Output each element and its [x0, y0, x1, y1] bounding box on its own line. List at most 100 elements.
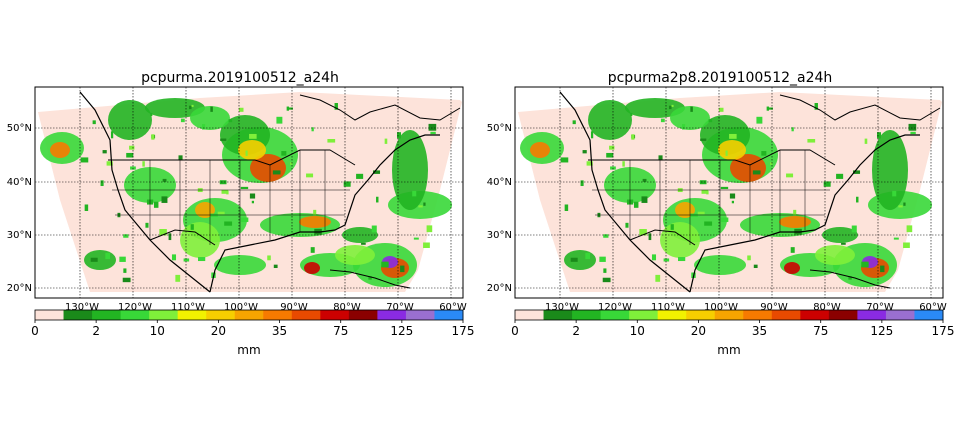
precip-cell: [851, 225, 857, 233]
precip-cell: [721, 217, 729, 222]
precip-cell: [580, 180, 584, 187]
colorbar-tick-label: 20: [211, 324, 226, 338]
precip-cell: [273, 264, 278, 269]
precip-cell: [306, 173, 314, 178]
precip-area: [588, 100, 632, 140]
precip-cell: [217, 211, 225, 215]
precip-cell: [906, 225, 913, 233]
precip-cell: [153, 201, 159, 208]
colorbar-tick-label: 10: [150, 324, 165, 338]
precip-cell: [361, 242, 366, 245]
colorbar-segment: [206, 310, 236, 320]
precip-cell: [853, 170, 861, 174]
precip-cell: [423, 202, 426, 206]
colorbar-segment: [515, 310, 545, 320]
precip-cell: [725, 150, 728, 156]
colorbar-frame: [514, 309, 944, 321]
precip-cell: [903, 242, 910, 248]
lat-tick-label: 30°N: [487, 230, 512, 241]
precip-area: [530, 142, 550, 158]
precip-area: [238, 140, 266, 160]
precip-cell: [428, 123, 437, 131]
colorbar-segment: [234, 310, 264, 320]
colorbar-tick-label: 0: [31, 324, 39, 338]
precip-cell: [168, 233, 172, 241]
precip-cell: [162, 178, 167, 182]
colorbar-tick-label: 75: [813, 324, 828, 338]
precip-cell: [210, 106, 213, 112]
precip-cell: [161, 196, 168, 203]
lon-tick-label: 110°W: [171, 302, 205, 313]
colorbar-tick-label: 2: [572, 324, 580, 338]
precip-area: [670, 106, 710, 130]
precip-cell: [690, 106, 693, 112]
lon-tick-label: 60°W: [919, 302, 947, 313]
colorbar-segment: [92, 310, 122, 320]
lat-tick-label: 20°N: [487, 283, 512, 294]
precip-cell: [699, 180, 707, 185]
colorbar-tick-label: 125: [870, 324, 893, 338]
colorbar-segment: [686, 310, 716, 320]
colorbar-segment: [743, 310, 773, 320]
precip-area: [694, 255, 746, 275]
precip-cell: [371, 225, 377, 233]
precip-cell: [129, 145, 135, 150]
colorbar-segment: [263, 310, 293, 320]
precip-cell: [630, 112, 633, 117]
precip-cell: [814, 103, 818, 110]
precip-cell: [848, 276, 852, 280]
precip-cell: [267, 255, 271, 261]
colorbar-unit-label: mm: [237, 343, 260, 357]
precip-cell: [639, 228, 647, 236]
precip-cell: [701, 189, 708, 194]
precip-cell: [786, 173, 794, 178]
precip-cell: [590, 131, 594, 139]
precip-cell: [178, 155, 183, 161]
precip-cell: [356, 173, 364, 179]
precip-cell: [102, 150, 107, 154]
precip-cell: [219, 180, 227, 185]
colorbar-segment: [543, 310, 573, 320]
precip-cell: [708, 119, 713, 123]
map-frame: [34, 86, 464, 299]
precip-cell: [671, 104, 674, 107]
precip-cell: [175, 274, 181, 282]
precip-cell: [105, 252, 110, 260]
lon-tick-label: 90°W: [280, 302, 308, 313]
precip-cell: [720, 186, 729, 190]
colorbar-segment: [63, 310, 93, 320]
precip-cell: [864, 138, 868, 144]
precip-cell: [668, 105, 672, 110]
precip-cell: [106, 161, 113, 166]
precip-cell: [288, 107, 293, 110]
right-map-title: pcpurma2p8.2019100512_a24h: [607, 70, 833, 86]
precip-cell: [790, 247, 795, 253]
colorbar-segment: [405, 310, 435, 320]
precip-cell: [368, 276, 372, 280]
precip-cell: [700, 138, 707, 141]
precip-area: [108, 100, 152, 140]
precip-area: [299, 216, 331, 228]
precip-cell: [729, 133, 737, 139]
precip-cell: [384, 138, 388, 144]
precip-cell: [622, 161, 625, 167]
colorbar-tick-label: 175: [452, 324, 475, 338]
precip-cell: [188, 105, 192, 110]
precip-area: [392, 130, 428, 210]
precip-cell: [110, 131, 114, 139]
precip-cell: [251, 200, 255, 204]
precip-cell: [766, 106, 769, 111]
lat-tick-label: 40°N: [487, 177, 512, 188]
state-boundaries: [592, 150, 830, 245]
precip-cell: [150, 112, 153, 117]
colorbar-segment: [914, 310, 944, 320]
caribbean-coast: [329, 269, 411, 289]
precip-cell: [343, 181, 351, 187]
precip-cell: [122, 277, 131, 283]
caribbean-coast: [809, 269, 891, 289]
precip-cell: [586, 161, 593, 166]
map-plot-area: [38, 91, 462, 293]
precip-cell: [572, 120, 576, 125]
colorbar-segment: [35, 310, 65, 320]
colorbar-tick-label: 2: [92, 324, 100, 338]
